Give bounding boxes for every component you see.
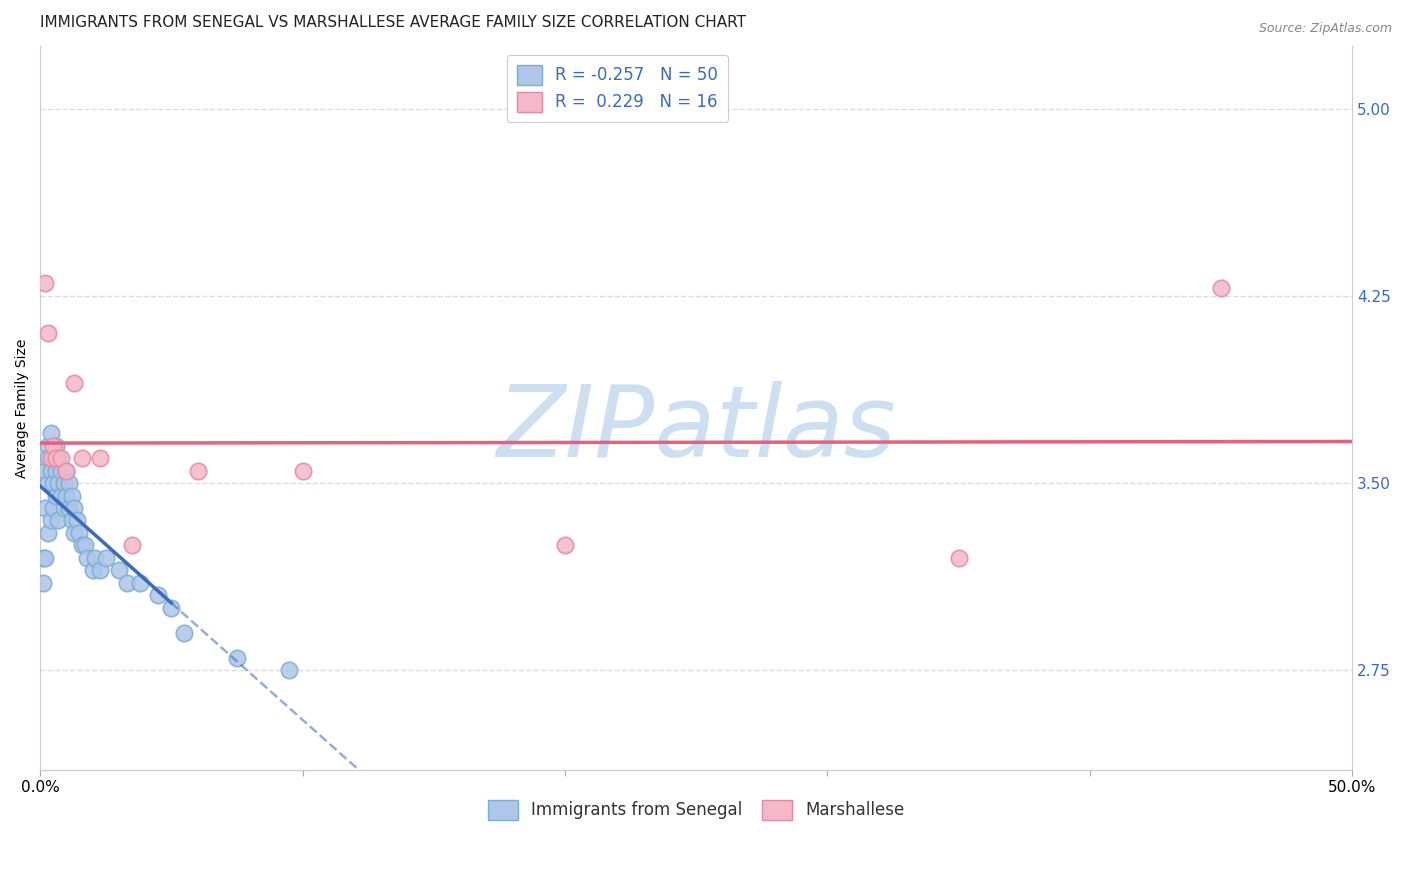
Point: [121, 538, 143, 552]
Point: [554, 538, 576, 552]
Point: [49, 451, 72, 466]
Point: [42, 439, 65, 453]
Point: [58, 476, 80, 491]
Text: Source: ZipAtlas.com: Source: ZipAtlas.com: [1258, 22, 1392, 36]
Point: [69, 526, 91, 541]
Point: [39, 464, 62, 478]
Point: [45, 489, 67, 503]
Point: [31, 575, 53, 590]
Point: [49, 489, 72, 503]
Point: [55, 464, 77, 478]
Point: [60, 514, 83, 528]
Point: [48, 476, 70, 491]
Point: [42, 476, 65, 491]
Point: [278, 663, 301, 677]
Point: [34, 550, 56, 565]
Point: [37, 451, 59, 466]
Text: ZIPatlas: ZIPatlas: [496, 382, 896, 478]
Point: [42, 451, 65, 466]
Point: [37, 326, 59, 341]
Point: [148, 588, 170, 602]
Point: [82, 563, 104, 577]
Point: [89, 451, 111, 466]
Point: [37, 526, 59, 541]
Point: [70, 538, 93, 552]
Point: [63, 501, 86, 516]
Point: [160, 600, 183, 615]
Point: [55, 464, 77, 478]
Point: [70, 451, 93, 466]
Point: [94, 550, 117, 565]
Point: [1209, 281, 1232, 295]
Point: [52, 476, 75, 491]
Point: [948, 550, 970, 565]
Point: [66, 514, 89, 528]
Point: [45, 451, 67, 466]
Point: [73, 538, 96, 552]
Point: [37, 439, 59, 453]
Point: [48, 451, 70, 466]
Point: [187, 464, 209, 478]
Point: [34, 501, 56, 516]
Legend: Immigrants from Senegal, Marshallese: Immigrants from Senegal, Marshallese: [481, 793, 911, 827]
Point: [226, 650, 249, 665]
Point: [84, 550, 107, 565]
Point: [39, 451, 62, 466]
Point: [108, 563, 131, 577]
Point: [45, 464, 67, 478]
Point: [55, 489, 77, 503]
Point: [31, 550, 53, 565]
Point: [39, 514, 62, 528]
Point: [37, 476, 59, 491]
Y-axis label: Average Family Size: Average Family Size: [15, 339, 30, 478]
Point: [52, 501, 75, 516]
Point: [60, 489, 83, 503]
Point: [48, 514, 70, 528]
Point: [42, 501, 65, 516]
Point: [128, 575, 150, 590]
Point: [89, 563, 111, 577]
Point: [63, 376, 86, 391]
Point: [49, 464, 72, 478]
Point: [34, 277, 56, 291]
Point: [34, 464, 56, 478]
Point: [58, 501, 80, 516]
Point: [45, 439, 67, 453]
Point: [76, 550, 98, 565]
Point: [63, 526, 86, 541]
Point: [39, 426, 62, 441]
Point: [291, 464, 314, 478]
Point: [173, 625, 195, 640]
Point: [115, 575, 138, 590]
Text: IMMIGRANTS FROM SENEGAL VS MARSHALLESE AVERAGE FAMILY SIZE CORRELATION CHART: IMMIGRANTS FROM SENEGAL VS MARSHALLESE A…: [41, 15, 747, 30]
